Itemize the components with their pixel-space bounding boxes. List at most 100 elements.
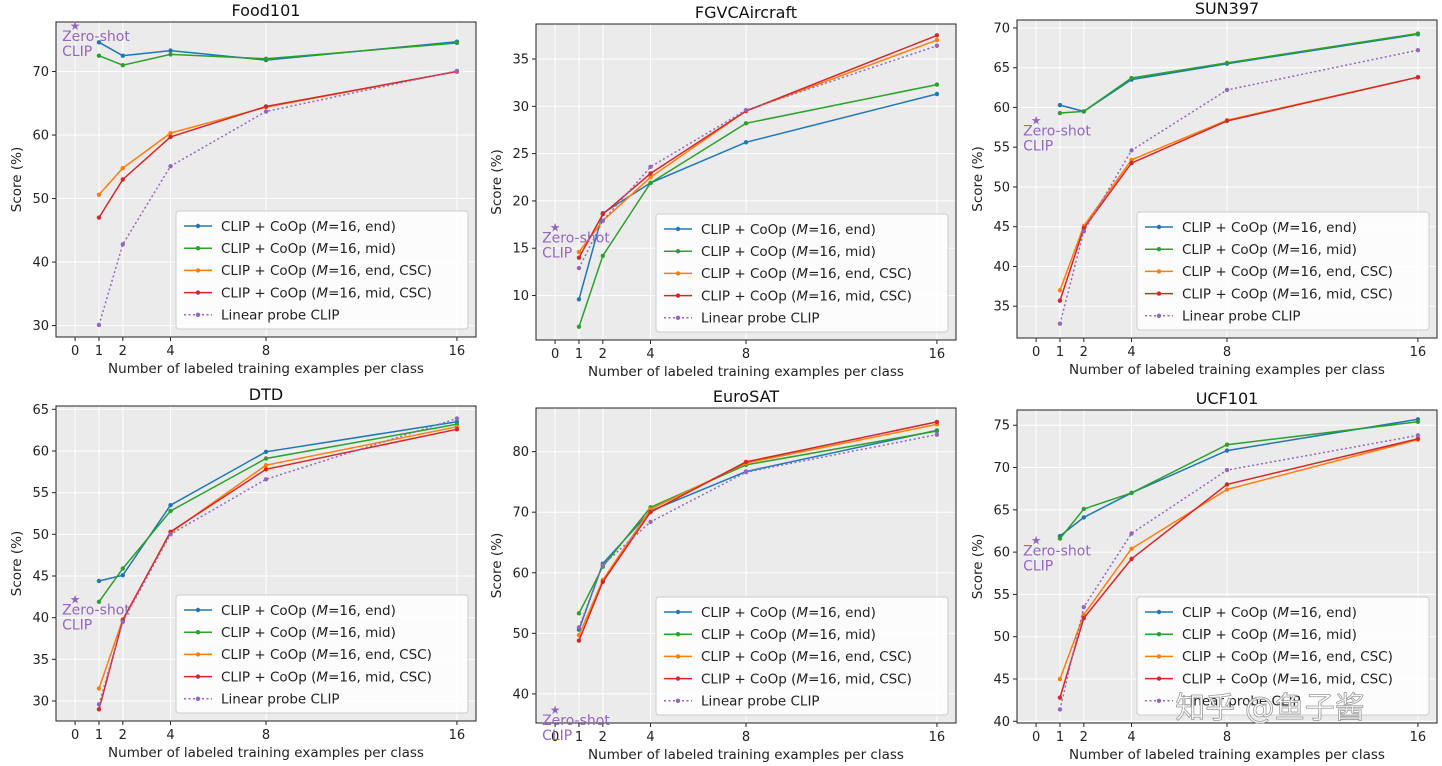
legend-entry: Linear probe CLIP <box>701 694 820 710</box>
x-tick-label: 4 <box>1127 730 1135 745</box>
legend-text-part: M <box>796 649 808 665</box>
legend-text-part: CLIP + CoOp ( <box>221 219 316 235</box>
y-tick-label: 50 <box>993 180 1010 195</box>
x-tick-label: 8 <box>1223 345 1231 360</box>
legend-text-part: =16, mid, CSC) <box>808 671 912 687</box>
legend-text-part: M <box>1277 220 1289 236</box>
data-point <box>1129 490 1134 496</box>
legend-text-part: CLIP + CoOp ( <box>221 669 316 685</box>
legend-text-part: =16, end, CSC) <box>1289 264 1393 280</box>
zero-shot-label: CLIP <box>1023 558 1053 574</box>
legend-entry: Linear probe CLIP <box>1182 694 1301 710</box>
legend-text-part: M <box>316 625 328 641</box>
x-tick-label: 1 <box>1056 345 1064 360</box>
legend-entry: CLIP + CoOp (M=16, mid, CSC) <box>701 671 912 687</box>
legend-text-part: CLIP + CoOp ( <box>221 285 316 301</box>
y-tick-label: 30 <box>512 100 529 115</box>
data-point <box>1057 707 1063 712</box>
legend-marker <box>195 268 201 273</box>
data-point <box>263 477 269 482</box>
legend-text-part: =16, mid) <box>328 241 396 257</box>
x-tick-label: 0 <box>1032 730 1040 745</box>
legend-text-part: =16, mid) <box>328 625 396 641</box>
legend-text-part: M <box>1277 286 1289 302</box>
data-point <box>576 638 582 643</box>
data-point <box>1081 604 1087 610</box>
data-point <box>263 56 269 62</box>
legend-text-part: CLIP + CoOp ( <box>701 605 796 621</box>
legend-text-part: =16, end, CSC) <box>808 649 912 665</box>
x-tick-label: 8 <box>742 347 750 362</box>
legend-box <box>655 213 949 333</box>
legend-text-part: =16, end, CSC) <box>808 266 912 282</box>
legend-text-part: CLIP + CoOp ( <box>221 647 316 663</box>
data-point <box>1057 298 1063 303</box>
zero-shot-label: CLIP <box>1023 138 1053 154</box>
legend-entry: Linear probe CLIP <box>221 692 340 708</box>
x-tick-label: 2 <box>119 344 127 359</box>
x-tick-label: 2 <box>599 730 607 745</box>
legend-text-part: M <box>1277 242 1289 258</box>
legend-entry: CLIP + CoOp (M=16, mid, CSC) <box>221 285 432 301</box>
x-tick-label: 2 <box>1080 345 1088 360</box>
chart-title: EuroSAT <box>713 387 779 406</box>
y-tick-label: 55 <box>993 588 1010 603</box>
zero-shot-marker: ★ <box>1031 533 1042 547</box>
y-axis-label: Score (%) <box>9 531 25 596</box>
legend-entry: CLIP + CoOp (M=16, end, CSC) <box>1182 264 1393 280</box>
legend-text-part: CLIP + CoOp ( <box>1182 220 1277 236</box>
x-axis-label: Number of labeled training examples per … <box>108 745 424 761</box>
x-tick-label: 1 <box>575 730 583 745</box>
legend-marker <box>675 698 681 703</box>
x-tick-label: 4 <box>1127 345 1135 360</box>
legend-text-part: CLIP + CoOp ( <box>221 241 316 257</box>
data-point <box>576 625 582 630</box>
data-point <box>1057 288 1063 293</box>
legend-marker <box>675 226 681 232</box>
data-point <box>1224 87 1230 93</box>
legend-text-part: M <box>316 263 328 279</box>
data-point <box>1057 676 1063 682</box>
legend-text-part: CLIP + CoOp ( <box>1182 286 1277 302</box>
x-tick-label: 16 <box>929 347 946 362</box>
legend-marker <box>1156 291 1162 296</box>
data-point <box>1129 160 1134 166</box>
y-tick-label: 35 <box>993 300 1010 315</box>
legend-text-part: =16, end) <box>328 219 396 235</box>
legend: CLIP + CoOp (M=16, end)CLIP + CoOp (M=16… <box>655 596 949 716</box>
legend-text-part: M <box>796 266 808 282</box>
data-point <box>934 91 940 97</box>
x-tick-label: 2 <box>1080 730 1088 745</box>
data-point <box>1224 442 1230 447</box>
y-tick-label: 60 <box>993 546 1010 561</box>
x-tick-label: 1 <box>575 347 583 362</box>
data-point <box>600 579 606 585</box>
legend-entry: CLIP + CoOp (M=16, end) <box>221 603 396 619</box>
data-point <box>648 175 653 180</box>
legend-marker <box>1156 676 1162 681</box>
y-tick-label: 50 <box>512 627 529 642</box>
zero-shot-label: Zero-shot <box>542 230 610 246</box>
legend-text-part: M <box>796 288 808 304</box>
data-point <box>120 566 126 571</box>
data-point <box>168 532 173 537</box>
data-point <box>1057 102 1063 108</box>
data-point <box>120 572 126 578</box>
legend-text-part: CLIP + CoOp ( <box>701 222 796 238</box>
legend: CLIP + CoOp (M=16, end)CLIP + CoOp (M=16… <box>655 213 949 333</box>
legend-text-part: Linear probe CLIP <box>1182 694 1301 710</box>
legend-text-part: M <box>1277 605 1289 621</box>
data-point <box>454 427 460 432</box>
data-point <box>1224 467 1230 473</box>
data-point <box>168 130 173 136</box>
x-tick-label: 16 <box>929 730 946 745</box>
chart-panel-eurosat: 0 1 2 4 8 16 40 50 60 70 80 EuroSAT Number of labele… <box>489 387 957 763</box>
data-point <box>1415 433 1421 438</box>
chart-title: UCF101 <box>1196 389 1259 408</box>
zero-shot-marker: ★ <box>70 593 81 607</box>
y-tick-label: 65 <box>993 503 1010 518</box>
y-tick-label: 65 <box>993 61 1010 76</box>
x-axis-label: Number of labeled training examples per … <box>1069 362 1385 378</box>
legend-text-part: Linear probe CLIP <box>1182 309 1301 325</box>
legend-text-part: CLIP + CoOp ( <box>1182 649 1277 665</box>
